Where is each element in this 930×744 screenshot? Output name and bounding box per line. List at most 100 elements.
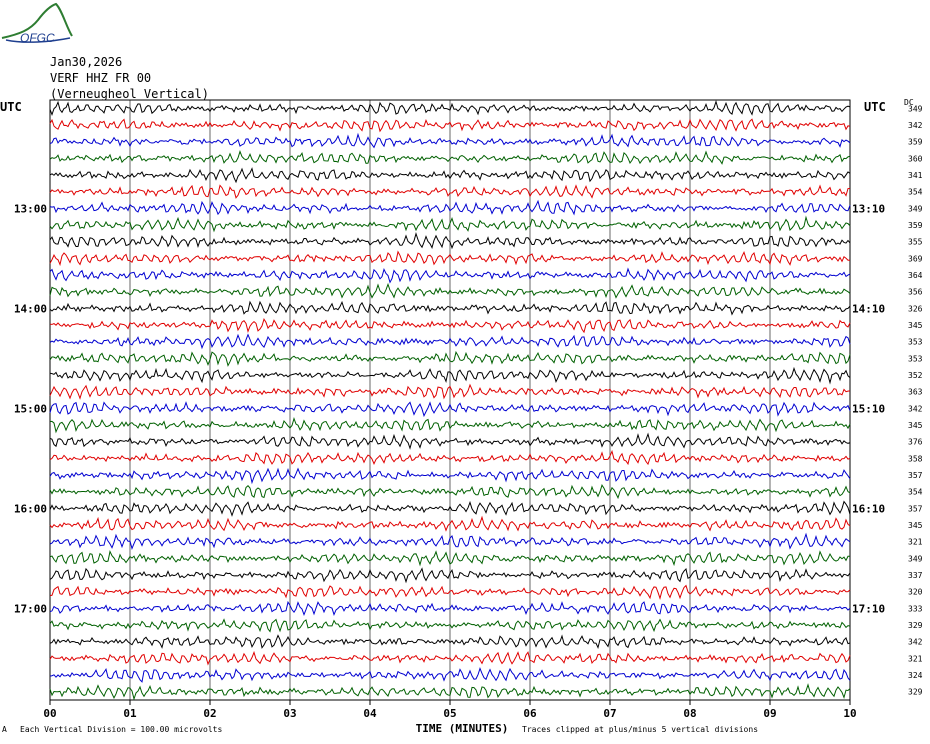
dc-offset-value: 342 <box>908 121 923 130</box>
x-axis-label: TIME (MINUTES) <box>416 722 509 735</box>
seismic-trace <box>49 150 851 165</box>
logo-mountain <box>1 2 73 39</box>
seismic-trace <box>49 282 851 299</box>
dc-offset-value: 357 <box>908 471 923 480</box>
dc-offset-value: 358 <box>908 454 923 463</box>
seismic-trace <box>49 650 851 666</box>
dc-offset-value: 359 <box>908 221 923 230</box>
dc-offset-value: 364 <box>908 271 923 280</box>
dc-offset-value: 369 <box>908 254 923 263</box>
dc-offset-value: 337 <box>908 571 923 580</box>
seismic-trace <box>49 532 851 551</box>
x-tick-label: 03 <box>283 707 296 720</box>
dc-offset-value: 376 <box>908 438 923 447</box>
left-hour-label: 13:00 <box>14 202 47 215</box>
dc-offset-value: 342 <box>908 638 923 647</box>
dc-offset-value: 341 <box>908 171 923 180</box>
dc-offset-value: 363 <box>908 388 923 397</box>
seismic-trace <box>49 184 851 199</box>
dc-header: DC <box>904 98 914 107</box>
x-tick-label: 05 <box>443 707 456 720</box>
x-tick-label: 08 <box>683 707 696 720</box>
seismic-trace <box>49 99 851 117</box>
seismic-trace <box>49 467 851 485</box>
x-tick-label: 00 <box>43 707 56 720</box>
dc-offset-value: 359 <box>908 138 923 147</box>
dc-offset-value: 349 <box>908 104 923 113</box>
scale-note: Each Vertical Division = 100.00 microvol… <box>20 725 223 734</box>
left-hour-label: 15:00 <box>14 402 47 415</box>
seismic-trace <box>49 484 851 500</box>
seismic-trace <box>49 515 851 532</box>
seismic-trace <box>49 584 851 601</box>
seismic-trace <box>49 300 851 316</box>
seismic-trace <box>49 634 851 649</box>
seismic-trace <box>49 366 851 385</box>
logo-swoosh <box>5 37 71 43</box>
footer-mark: A <box>2 725 7 734</box>
seismic-trace <box>49 333 851 350</box>
right-hour-label: 17:10 <box>852 602 885 615</box>
dc-offset-value: 329 <box>908 621 923 630</box>
seismic-trace <box>49 250 851 267</box>
seismic-trace <box>49 383 851 400</box>
x-tick-label: 01 <box>123 707 137 720</box>
seismic-trace <box>49 550 851 567</box>
station-location: (Verneugheol Vertical) <box>50 87 209 101</box>
dc-offset-value: 353 <box>908 338 923 347</box>
record-date: Jan30,2026 <box>50 55 123 69</box>
seismic-trace <box>49 666 851 683</box>
dc-offset-value: 345 <box>908 521 923 530</box>
x-tick-label: 04 <box>363 707 377 720</box>
x-tick-label: 07 <box>603 707 616 720</box>
x-tick-label: 06 <box>523 707 537 720</box>
dc-offset-value: 329 <box>908 688 923 697</box>
seismic-trace <box>49 350 851 367</box>
dc-offset-value: 353 <box>908 354 923 363</box>
left-hour-label: 14:00 <box>14 302 47 315</box>
seismic-trace <box>49 215 851 233</box>
dc-offset-value: 321 <box>908 654 923 663</box>
dc-offset-value: 352 <box>908 371 923 380</box>
left-hour-label: 17:00 <box>14 602 47 615</box>
ofgc-logo: OFGC <box>1 2 73 45</box>
seismic-trace <box>49 167 851 184</box>
seismic-trace <box>49 600 851 617</box>
seismic-trace <box>49 500 851 517</box>
dc-offset-value: 349 <box>908 204 923 213</box>
dc-offset-value: 360 <box>908 154 923 163</box>
dc-offset-value: 324 <box>908 671 923 680</box>
logo-text: OFGC <box>20 31 55 45</box>
seismic-trace <box>49 199 851 216</box>
seismic-trace <box>49 118 851 133</box>
x-tick-label: 09 <box>763 707 776 720</box>
right-hour-label: 15:10 <box>852 402 885 415</box>
dc-offset-value: 342 <box>908 404 923 413</box>
left-hour-label: 16:00 <box>14 502 47 515</box>
seismic-trace <box>49 132 851 149</box>
x-tick-label: 10 <box>843 707 856 720</box>
dc-offset-value: 320 <box>908 588 923 597</box>
dc-offset-value: 333 <box>908 604 923 613</box>
seismic-trace <box>49 449 851 466</box>
seismic-trace <box>49 231 851 250</box>
x-tick-label: 02 <box>203 707 216 720</box>
dc-offset-value: 355 <box>908 238 923 247</box>
right-hour-label: 13:10 <box>852 202 885 215</box>
dc-offset-value: 354 <box>908 488 923 497</box>
right-hour-label: 14:10 <box>852 302 885 315</box>
dc-offset-value: 354 <box>908 188 923 197</box>
seismic-trace <box>49 417 851 434</box>
seismic-trace <box>49 432 851 450</box>
dc-offset-value: 356 <box>908 288 923 297</box>
seismic-trace <box>49 683 851 701</box>
dc-offset-value: 349 <box>908 554 923 563</box>
station-code: VERF HHZ FR 00 <box>50 71 152 85</box>
dc-offset-value: 326 <box>908 304 923 313</box>
seismic-trace <box>49 618 851 633</box>
right-utc-label: UTC <box>864 100 886 114</box>
clip-note: Traces clipped at plus/minus 5 vertical … <box>522 725 759 734</box>
right-hour-label: 16:10 <box>852 502 885 515</box>
seismic-trace <box>49 267 851 284</box>
